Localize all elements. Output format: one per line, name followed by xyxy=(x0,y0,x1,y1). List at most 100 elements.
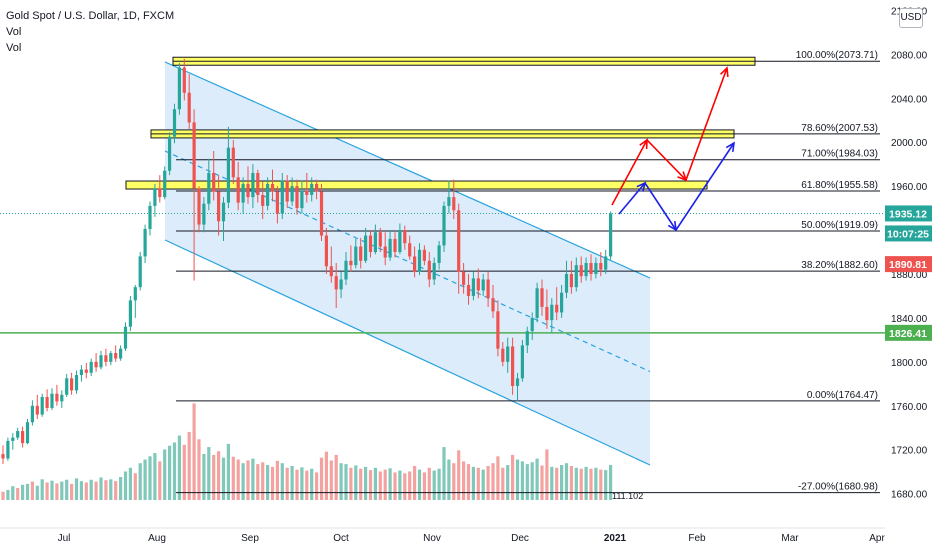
volume-bar xyxy=(432,470,436,500)
candle-body xyxy=(417,249,422,272)
candle-body xyxy=(65,378,69,395)
volume-bar xyxy=(540,465,544,500)
candle-body xyxy=(530,317,534,332)
candle-body xyxy=(344,260,348,280)
support-price-badge-text: 1826.41 xyxy=(889,328,927,340)
volume-bar xyxy=(236,459,240,500)
currency-button[interactable]: USD xyxy=(899,8,923,28)
red-price-badge: 1890.81 xyxy=(885,256,932,273)
volume-bar xyxy=(594,467,598,500)
projection-arrow-blue xyxy=(618,141,736,232)
projection-arrow-blue-path xyxy=(618,142,735,232)
volume-bar xyxy=(99,477,103,500)
symbol-title[interactable]: Gold Spot / U.S. Dollar, 1D, FXCM xyxy=(6,10,175,22)
candle-body xyxy=(70,378,74,391)
volume-bar xyxy=(128,467,132,500)
candle-body xyxy=(275,191,279,214)
volume-bar xyxy=(45,482,49,500)
candle-body xyxy=(177,67,181,110)
projection-arrow-blue-head xyxy=(636,181,647,192)
candle-body xyxy=(21,431,25,444)
volume-bar xyxy=(383,469,387,500)
candle-body xyxy=(168,136,172,171)
time-tick-label: Nov xyxy=(423,533,441,544)
volume-bar xyxy=(515,459,520,500)
volume-indicator-label-2[interactable]: Vol xyxy=(6,42,22,54)
volume-bar xyxy=(65,479,69,500)
candle-body xyxy=(359,246,363,261)
candle-body xyxy=(133,287,137,301)
candle-body xyxy=(452,197,456,211)
candle-body xyxy=(109,353,113,362)
volume-bar xyxy=(535,458,539,500)
volume-bar xyxy=(481,469,485,500)
price-tick-label: 1840.00 xyxy=(891,314,928,325)
candle-body xyxy=(217,191,221,222)
price-tick-label: 1880.00 xyxy=(891,270,928,281)
candle-body xyxy=(584,263,588,277)
volume-bar xyxy=(270,466,275,500)
time-tick-label: Feb xyxy=(688,533,706,544)
volume-bar xyxy=(403,473,407,500)
volume-bar xyxy=(584,466,588,500)
candle-body xyxy=(609,213,613,257)
candle-body xyxy=(481,279,485,291)
candle-body xyxy=(437,245,441,263)
volume-bar xyxy=(138,463,142,500)
time-tick-label: Jul xyxy=(58,533,71,544)
volume-bar xyxy=(25,483,30,500)
price-tick-label: 1760.00 xyxy=(891,402,928,413)
candle-body xyxy=(236,177,240,203)
volume-indicator-label[interactable]: Vol xyxy=(6,26,22,38)
candle-body xyxy=(84,369,88,373)
time-tick-label: Sep xyxy=(241,533,259,544)
candle-body xyxy=(148,205,152,229)
price-tick-label: 1680.00 xyxy=(891,490,928,501)
time-tick-label: Aug xyxy=(148,533,166,544)
volume-bar xyxy=(520,461,524,500)
volume-bar xyxy=(109,479,113,500)
candle-body xyxy=(270,183,275,192)
channel-upper-line xyxy=(164,61,651,279)
volume-bar xyxy=(177,435,181,500)
volume-bar xyxy=(295,469,299,500)
candle-body xyxy=(158,188,162,198)
price-tick-label: 2080.00 xyxy=(891,50,928,61)
volume-bar xyxy=(569,465,573,500)
channel-lower-line xyxy=(164,239,651,466)
volume-bar xyxy=(143,459,147,500)
resistance-zone-low xyxy=(125,180,708,190)
candle-body xyxy=(182,67,186,93)
candle-body xyxy=(261,194,265,206)
candle-body xyxy=(594,263,598,274)
candle-body xyxy=(555,304,559,313)
price-axis-bg xyxy=(885,0,932,550)
volume-bar xyxy=(285,467,289,500)
volume-bar xyxy=(158,461,162,500)
channel-median-line xyxy=(164,150,651,373)
volume-bar xyxy=(452,463,456,500)
volume-bar xyxy=(364,466,368,500)
volume-bar xyxy=(378,471,382,500)
volume-bar xyxy=(221,457,226,500)
price-tick-label: 1720.00 xyxy=(891,446,928,457)
volume-value-label: 111.102 xyxy=(612,491,643,501)
candle-body xyxy=(35,405,39,415)
volume-bar xyxy=(599,469,603,500)
volume-bar xyxy=(290,465,294,500)
candle-body xyxy=(300,190,304,209)
volume-bar xyxy=(21,484,25,500)
volume-bar xyxy=(70,483,74,500)
candle-body xyxy=(315,183,319,192)
volume-bar xyxy=(555,467,559,500)
candle-body xyxy=(560,292,564,313)
candle-body xyxy=(246,183,250,198)
candle-body xyxy=(197,188,201,225)
volume-bar xyxy=(417,469,422,500)
candle-body xyxy=(471,278,475,296)
candle-body xyxy=(398,230,402,253)
volume-bar xyxy=(114,481,118,500)
candle-body xyxy=(599,263,603,270)
candle-body xyxy=(192,122,196,189)
